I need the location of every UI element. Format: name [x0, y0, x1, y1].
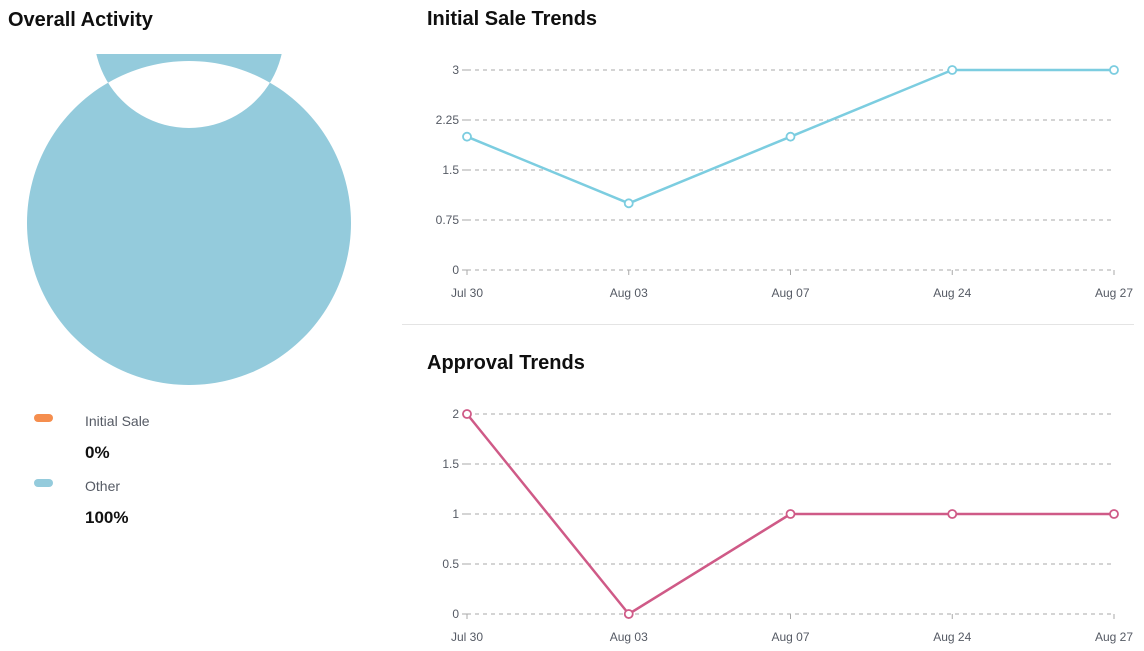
approval-trends-chart: 0 0.5 1 1.5 2 Jul 30 Aug 03 Aug 07 Aug 24 Aug 27 — [442, 407, 1133, 644]
y-tick-label: 1 — [452, 507, 459, 521]
y-tick-label: 2.25 — [436, 113, 460, 127]
donut-slice-other[interactable] — [26, 54, 351, 385]
legend-label-initial-sale: Initial Sale — [85, 413, 150, 429]
data-point[interactable] — [1109, 509, 1119, 519]
x-tick-label: Aug 07 — [771, 286, 809, 300]
initial-sale-trends-chart: 0 0.75 1.5 2.25 3 Jul 30 Aug 03 Aug 07 Aug 24 Aug… — [436, 63, 1134, 300]
legend-value-initial-sale: 0% — [85, 443, 110, 462]
initial-sale-trends-title: Initial Sale Trends — [427, 8, 598, 30]
x-tick-label: Aug 24 — [933, 630, 971, 644]
y-tick-label: 2 — [452, 407, 459, 421]
y-tick-label: 0 — [452, 263, 459, 277]
y-tick-label: 1.5 — [442, 457, 459, 471]
x-tick-label: Aug 27 — [1095, 286, 1133, 300]
legend-label-other: Other — [85, 478, 121, 494]
donut-legend: Initial Sale 0% Other 100% — [34, 410, 334, 540]
y-tick-label: 0 — [452, 607, 459, 621]
x-tick-label: Aug 27 — [1095, 630, 1133, 644]
legend-item-other[interactable]: Other 100% — [34, 475, 334, 540]
data-point[interactable] — [462, 409, 472, 419]
data-point[interactable] — [947, 509, 958, 519]
approval-trends-title: Approval Trends — [427, 352, 585, 374]
section-divider — [402, 324, 1134, 325]
legend-value-other: 100% — [85, 508, 129, 527]
x-tick-label: Aug 03 — [610, 286, 648, 300]
y-tick-label: 3 — [452, 63, 459, 77]
data-point[interactable] — [785, 509, 796, 519]
data-point[interactable] — [1109, 65, 1119, 75]
y-tick-label: 0.5 — [442, 557, 459, 571]
x-tick-label: Aug 24 — [933, 286, 971, 300]
data-point[interactable] — [947, 65, 958, 75]
x-tick-label: Aug 03 — [610, 630, 648, 644]
x-tick-label: Jul 30 — [451, 286, 483, 300]
y-tick-label: 1.5 — [442, 163, 459, 177]
data-point[interactable] — [462, 131, 472, 142]
data-point[interactable] — [785, 131, 796, 142]
data-point[interactable] — [623, 198, 634, 209]
x-tick-label: Aug 07 — [771, 630, 809, 644]
legend-swatch-initial-sale — [34, 414, 53, 422]
overall-activity-title: Overall Activity — [8, 9, 153, 31]
y-tick-label: 0.75 — [436, 213, 460, 227]
data-point[interactable] — [623, 609, 634, 619]
legend-swatch-other — [34, 479, 53, 487]
overall-activity-donut-chart — [26, 54, 351, 385]
legend-item-initial-sale[interactable]: Initial Sale 0% — [34, 410, 334, 475]
x-tick-label: Jul 30 — [451, 630, 483, 644]
